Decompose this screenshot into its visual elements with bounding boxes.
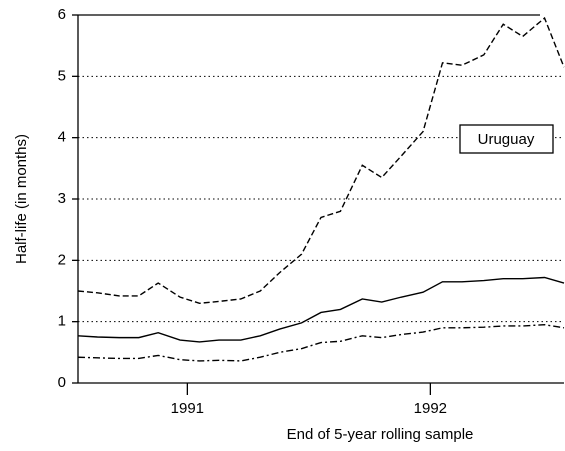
x-axis-label: End of 5-year rolling sample <box>287 426 474 443</box>
y-tick-label: 2 <box>58 251 66 268</box>
y-tick-label: 6 <box>58 6 66 23</box>
line-series <box>77 276 565 343</box>
y-axis-label: Half-life (in months) <box>13 134 30 264</box>
x-tick-label: 1991 <box>171 400 204 417</box>
y-tick-label: 0 <box>58 374 66 391</box>
line-series <box>77 324 565 362</box>
annotation: Uruguay <box>478 131 535 148</box>
line-series <box>77 16 565 304</box>
y-tick-label: 5 <box>58 67 66 84</box>
y-tick-label: 3 <box>58 190 66 207</box>
x-tick-label: 1992 <box>414 400 447 417</box>
annotation-box <box>459 124 554 154</box>
y-tick-label: 4 <box>58 129 66 146</box>
y-tick-label: 1 <box>58 313 66 330</box>
